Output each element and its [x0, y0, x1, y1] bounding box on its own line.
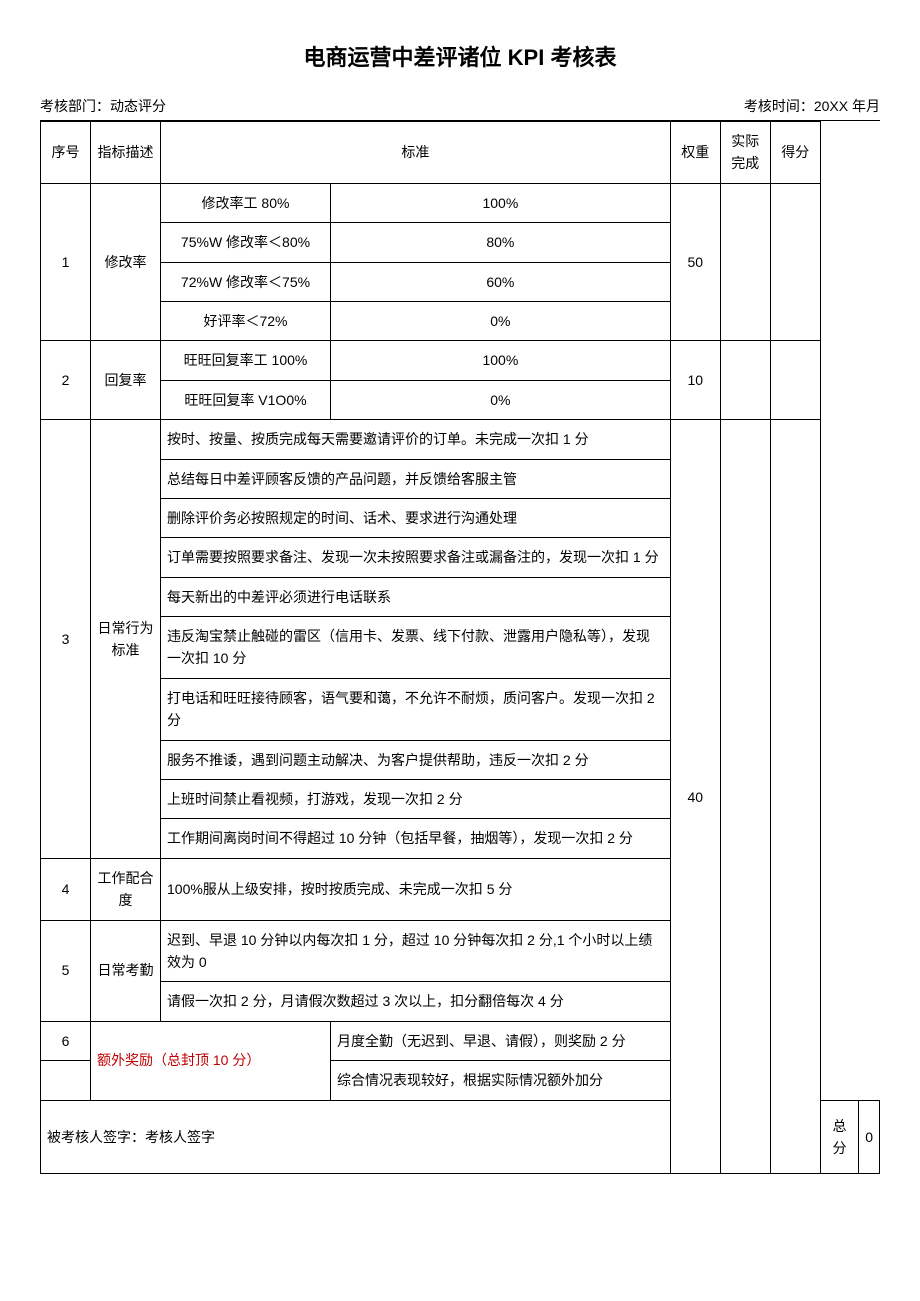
- r2-t0-cond: 旺旺回复率工 100%: [161, 341, 331, 380]
- r1-actual: [720, 183, 770, 341]
- r2-actual: [720, 341, 770, 420]
- r1-t2-val: 60%: [331, 262, 671, 301]
- r5-seq: 5: [41, 920, 91, 1021]
- r3-item8: 上班时间禁止看视频，打游戏，发现一次扣 2 分: [161, 780, 671, 819]
- r4-seq: 4: [41, 858, 91, 920]
- footer-total-score: 0: [859, 1100, 880, 1174]
- header-standard: 标准: [161, 122, 671, 184]
- r2-score: [770, 341, 820, 420]
- r3-seq: 3: [41, 420, 91, 859]
- r3-item9: 工作期间离岗时间不得超过 10 分钟（包括早餐，抽烟等），发现一次扣 2 分: [161, 819, 671, 858]
- r3-item3: 订单需要按照要求备注、发现一次未按照要求备注或漏备注的，发现一次扣 1 分: [161, 538, 671, 577]
- r3-item7: 服务不推诿，遇到问题主动解决、为客户提供帮助，违反一次扣 2 分: [161, 740, 671, 779]
- footer-total-label: 总分: [820, 1100, 858, 1174]
- r3-item4: 每天新出的中差评必须进行电话联系: [161, 577, 671, 616]
- r2-seq: 2: [41, 341, 91, 420]
- time-label: 考核时间：20XX 年月: [744, 96, 880, 116]
- r1-t3-val: 0%: [331, 301, 671, 340]
- r1-t0-val: 100%: [331, 183, 671, 222]
- dept-label: 考核部门：动态评分: [40, 96, 166, 116]
- r4-item: 100%服从上级安排，按时按质完成、未完成一次扣 5 分: [161, 858, 671, 920]
- r3-weight: 40: [670, 420, 720, 1174]
- r3-item2: 删除评价务必按照规定的时间、话术、要求进行沟通处理: [161, 498, 671, 537]
- r6-blank-seq: [41, 1061, 91, 1100]
- meta-row: 考核部门：动态评分 考核时间：20XX 年月: [40, 92, 880, 121]
- r2-weight: 10: [670, 341, 720, 420]
- r3-score: [770, 420, 820, 1174]
- r3-item0: 按时、按量、按质完成每天需要邀请评价的订单。未完成一次扣 1 分: [161, 420, 671, 459]
- r6-item0: 月度全勤（无迟到、早退、请假），则奖励 2 分: [331, 1021, 671, 1060]
- footer-sign: 被考核人签字：考核人签字: [41, 1100, 671, 1174]
- r1-t1-val: 80%: [331, 223, 671, 262]
- r6-seq: 6: [41, 1021, 91, 1060]
- r6-item1: 综合情况表现较好，根据实际情况额外加分: [331, 1061, 671, 1100]
- r1-score: [770, 183, 820, 341]
- kpi-table: 序号 指标描述 标准 权重 实际完成 得分 1 修改率 修改率工 80% 100…: [40, 121, 880, 1174]
- r1-seq: 1: [41, 183, 91, 341]
- header-actual: 实际完成: [720, 122, 770, 184]
- r3-item5: 违反淘宝禁止触碰的雷区（信用卡、发票、线下付款、泄露用户隐私等），发现一次扣 1…: [161, 617, 671, 679]
- r5-item1: 请假一次扣 2 分，月请假次数超过 3 次以上，扣分翻倍每次 4 分: [161, 982, 671, 1021]
- header-score: 得分: [770, 122, 820, 184]
- r2-indicator: 回复率: [91, 341, 161, 420]
- r5-item0: 迟到、早退 10 分钟以内每次扣 1 分，超过 10 分钟每次扣 2 分,1 个…: [161, 920, 671, 982]
- r3-actual: [720, 420, 770, 1174]
- header-weight: 权重: [670, 122, 720, 184]
- r1-t1-cond: 75%W 修改率＜80%: [161, 223, 331, 262]
- r1-weight: 50: [670, 183, 720, 341]
- r2-t1-val: 0%: [331, 380, 671, 419]
- r1-t3-cond: 好评率＜72%: [161, 301, 331, 340]
- header-seq: 序号: [41, 122, 91, 184]
- r1-indicator: 修改率: [91, 183, 161, 341]
- r2-t0-val: 100%: [331, 341, 671, 380]
- r2-t1-cond: 旺旺回复率 V1O0%: [161, 380, 331, 419]
- r1-t0-cond: 修改率工 80%: [161, 183, 331, 222]
- r6-indicator: 额外奖励（总封顶 10 分）: [91, 1021, 331, 1100]
- r3-indicator: 日常行为标准: [91, 420, 161, 859]
- r1-t2-cond: 72%W 修改率＜75%: [161, 262, 331, 301]
- header-indicator: 指标描述: [91, 122, 161, 184]
- r5-indicator: 日常考勤: [91, 920, 161, 1021]
- page-title: 电商运营中差评诸位 KPI 考核表: [40, 40, 880, 72]
- r3-item1: 总结每日中差评顾客反馈的产品问题，并反馈给客服主管: [161, 459, 671, 498]
- r4-indicator: 工作配合度: [91, 858, 161, 920]
- r3-item6: 打电话和旺旺接待顾客，语气要和蔼，不允许不耐烦，质问客户。发现一次扣 2 分: [161, 678, 671, 740]
